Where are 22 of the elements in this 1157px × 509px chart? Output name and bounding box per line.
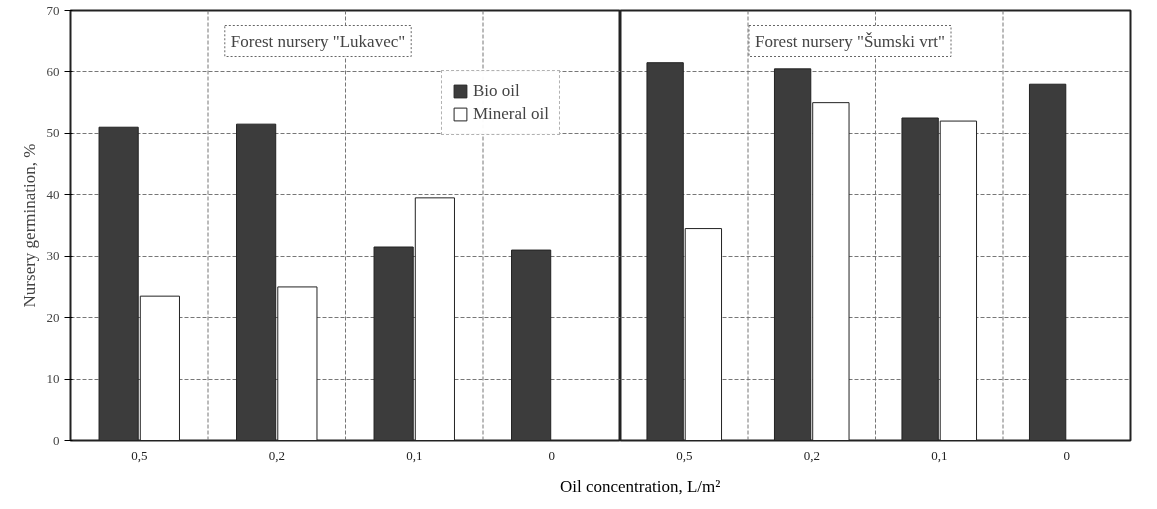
- y-tick-label: 60: [46, 63, 60, 79]
- x-tick-label: 0: [548, 447, 555, 463]
- x-tick-label: 0: [1063, 447, 1070, 463]
- x-tick-label: 0,1: [406, 447, 423, 463]
- x-axis-title: Oil concentration, L/m²: [560, 476, 721, 498]
- text: Forest nursery "Lukavec": [230, 31, 406, 51]
- y-tick-label: 10: [46, 371, 60, 387]
- legend-label: Mineral oil: [472, 104, 549, 124]
- x-tick-label: 0,5: [676, 447, 693, 463]
- legend-label: Bio oil: [472, 81, 520, 101]
- text: Forest nursery "Šumski vrt": [754, 31, 946, 51]
- y-tick-label: 20: [46, 309, 60, 325]
- x-tick-label: 0,2: [803, 447, 820, 463]
- y-tick-label: 40: [46, 186, 60, 202]
- x-tick-label: 0,5: [131, 447, 148, 463]
- y-tick-label: 70: [46, 2, 60, 18]
- x-tick-label: 0,2: [268, 447, 285, 463]
- y-tick-label: 30: [46, 248, 60, 264]
- x-tick-label: 0,1: [931, 447, 948, 463]
- y-tick-label: 50: [46, 125, 60, 141]
- y-tick-label: 0: [53, 432, 60, 448]
- y-axis-title: Nursery germination, %: [19, 143, 39, 308]
